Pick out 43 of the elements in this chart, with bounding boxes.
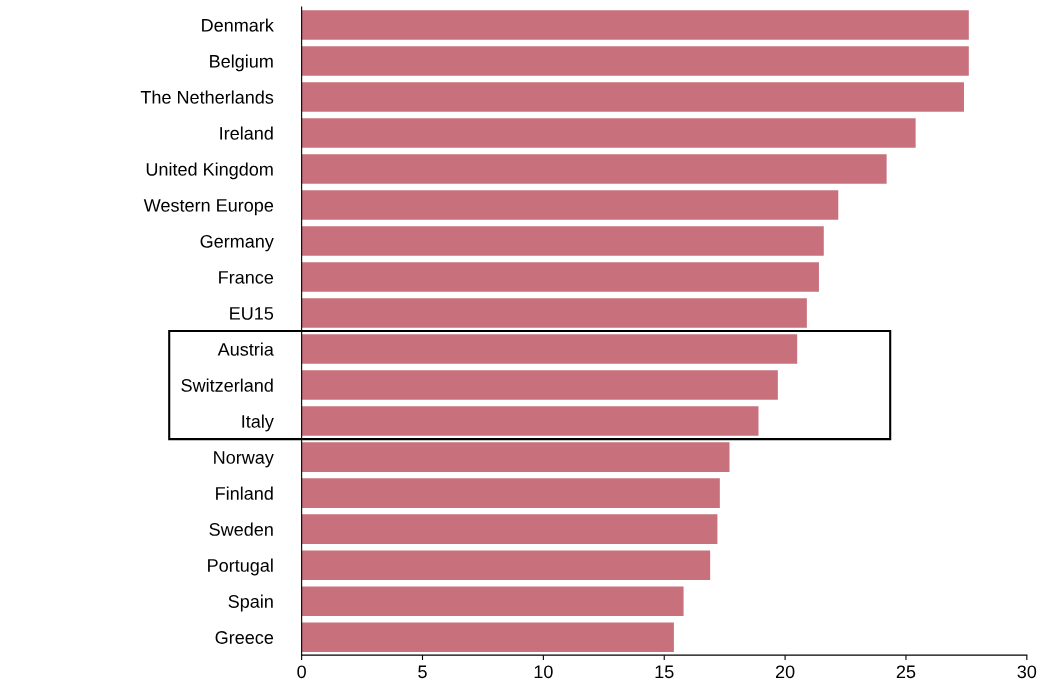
y-tick-label: Italy [242, 414, 274, 432]
y-tick-label: Austria [217, 342, 274, 356]
bar [301, 406, 759, 436]
bar [301, 514, 718, 544]
bar [301, 622, 674, 652]
x-tick-label: 25 [896, 665, 916, 679]
bar [301, 478, 720, 508]
bar [301, 550, 711, 580]
y-tick-label: Portugal [208, 558, 273, 576]
bar [301, 154, 887, 184]
y-tick-label: Norway [214, 451, 274, 468]
bar [301, 586, 684, 616]
y-tick-label: Finland [216, 486, 273, 500]
bar [301, 226, 824, 256]
bar [301, 46, 969, 76]
bar [301, 82, 964, 112]
y-tick-label: EU15 [230, 307, 274, 320]
x-tick-label: 0 [297, 665, 306, 679]
x-tick-label: 5 [418, 665, 427, 679]
y-tick-label: Germany [200, 234, 274, 252]
bar [301, 442, 730, 472]
bar [301, 262, 819, 292]
y-tick-label: United Kingdom [146, 162, 273, 180]
y-tick-label: Ireland [220, 126, 273, 140]
y-tick-label: Sweden [209, 522, 273, 536]
bar [301, 298, 807, 328]
bar [301, 118, 916, 148]
bar [301, 190, 839, 220]
bar [301, 10, 969, 40]
y-tick-label: Spain [228, 594, 273, 612]
x-tick-label: 15 [655, 665, 674, 679]
x-tick-label: 20 [775, 665, 795, 679]
bar [301, 334, 798, 364]
y-tick-label: France [219, 271, 274, 284]
y-tick-label: Switzerland [181, 378, 273, 392]
y-tick-label: Denmark [202, 18, 274, 32]
y-tick-label: Greece [215, 631, 274, 644]
x-tick-label: 10 [534, 665, 553, 679]
bar [301, 370, 778, 400]
y-tick-label: The Netherlands [140, 90, 274, 104]
y-tick-label: Western Europe [143, 199, 274, 216]
x-tick-label: 30 [1017, 665, 1037, 679]
y-tick-label: Belgium [210, 54, 273, 72]
